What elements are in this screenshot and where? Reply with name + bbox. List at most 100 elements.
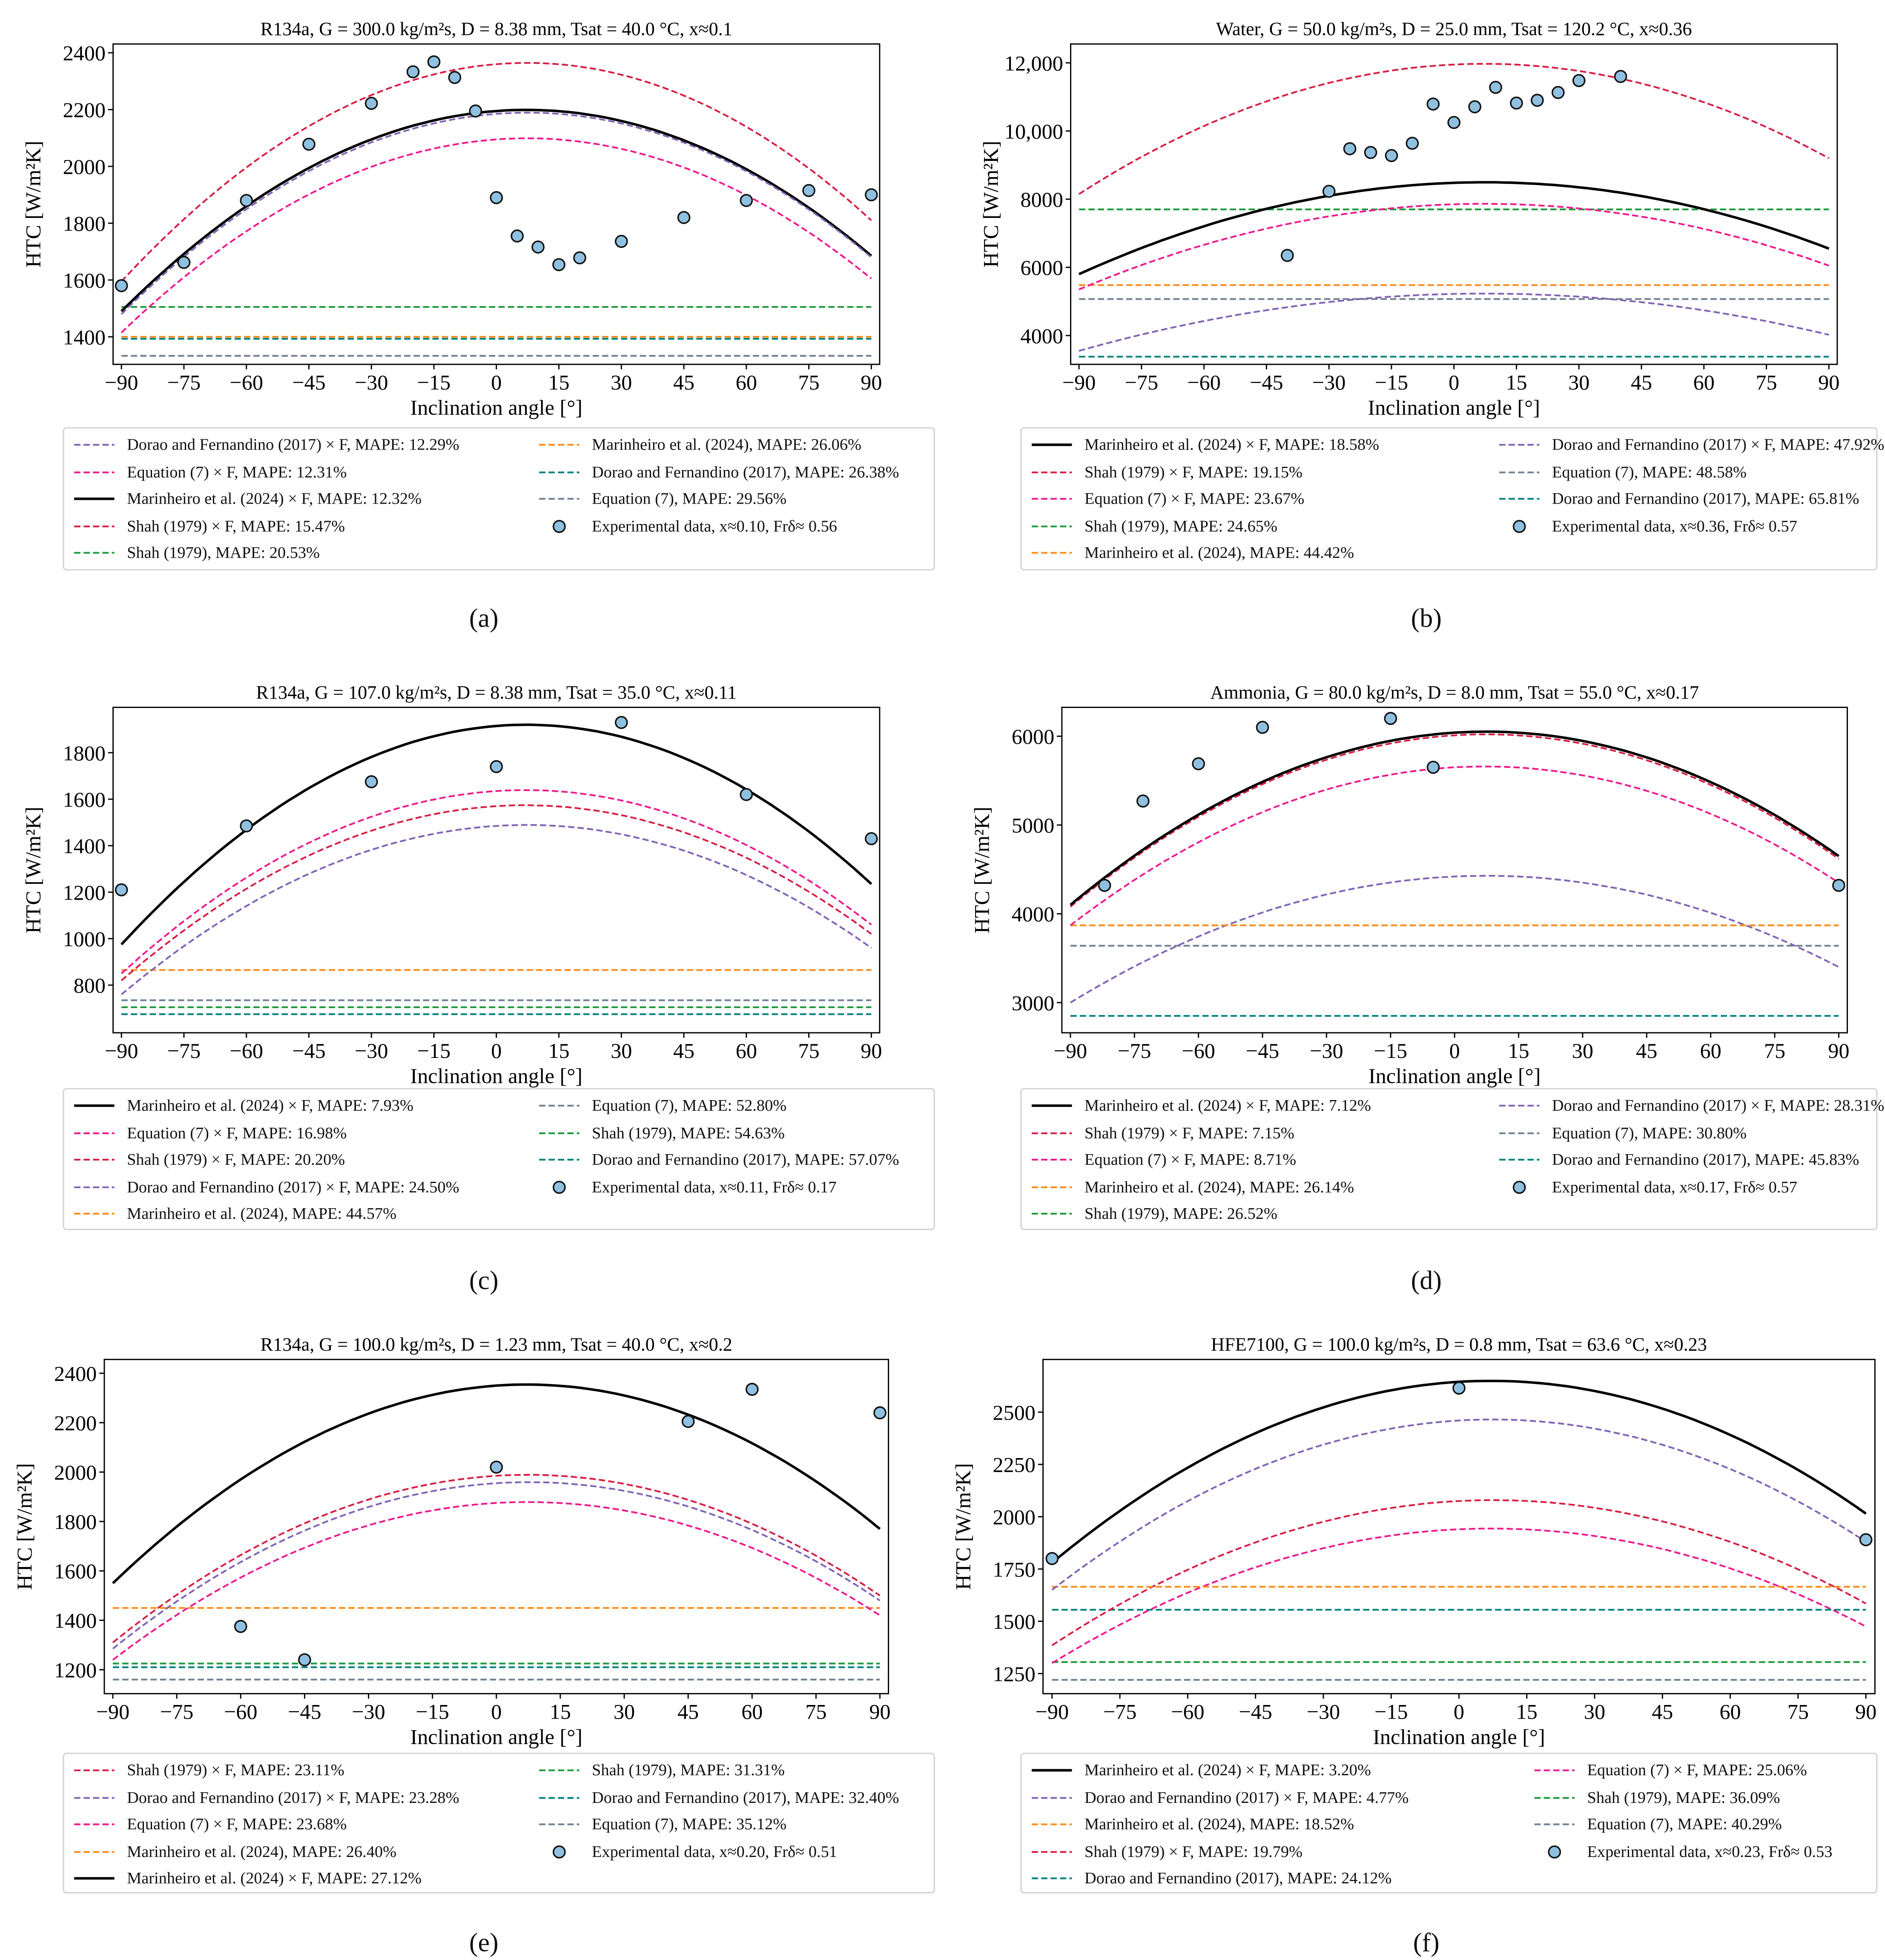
x-tick-label: −60 — [230, 1039, 263, 1063]
experimental-data-point — [1406, 137, 1419, 150]
x-tick-label: −30 — [1310, 1039, 1343, 1063]
y-axis-label: HTC [W/m²K] — [951, 1463, 975, 1590]
legend-line-icon — [1032, 471, 1072, 473]
legend-line-icon — [1499, 498, 1540, 500]
legend-line-icon — [1032, 1132, 1072, 1134]
x-axis-label: Inclination angle [°] — [1373, 1725, 1545, 1748]
legend-label: Shah (1979), MAPE: 54.63% — [592, 1122, 785, 1142]
legend-label: Equation (7), MAPE: 52.80% — [592, 1095, 787, 1115]
legend-line-icon — [1534, 1796, 1575, 1798]
x-tick-label: 60 — [741, 1699, 763, 1723]
legend-label: Marinheiro et al. (2024) × F, MAPE: 3.20… — [1084, 1760, 1371, 1779]
legend-line-icon — [1032, 498, 1072, 500]
x-tick-label: −45 — [292, 1039, 325, 1063]
series-group — [1070, 730, 1840, 1017]
legend-label: Equation (7), MAPE: 48.58% — [1552, 461, 1747, 481]
x-tick-label: −90 — [105, 370, 138, 394]
legend: Dorao and Fernandino (2017) × F, MAPE: 1… — [63, 427, 935, 570]
x-tick-label: 90 — [869, 1699, 890, 1723]
x-tick-label: −90 — [1036, 1699, 1069, 1723]
series-group — [1051, 1379, 1867, 1681]
chart-panel-b: Water, G = 50.0 kg/m²s, D = 25.0 mm, Tsa… — [978, 19, 1839, 419]
y-tick-label: 1250 — [993, 1662, 1036, 1686]
legend-label: Experimental data, x≈0.36, Frδ≈ 0.57 — [1552, 516, 1797, 535]
legend-line-icon — [74, 1850, 115, 1852]
y-tick-label: 12,000 — [1004, 51, 1063, 75]
legend-label: Shah (1979), MAPE: 31.31% — [592, 1760, 785, 1779]
x-tick-label: 0 — [491, 1039, 502, 1063]
legend-label: Equation (7), MAPE: 40.29% — [1587, 1814, 1782, 1833]
y-tick-label: 2000 — [54, 1461, 97, 1484]
series-line-0 — [112, 1474, 881, 1643]
series-line-5 — [1079, 292, 1829, 352]
experimental-data-point — [1364, 146, 1377, 159]
legend-line-icon — [1499, 1132, 1540, 1134]
x-tick-label: −75 — [1103, 1699, 1136, 1723]
experimental-data-point — [1045, 1552, 1059, 1565]
x-tick-label: 45 — [677, 1699, 699, 1723]
y-tick-label: 1750 — [993, 1557, 1036, 1581]
x-tick-label: 75 — [1756, 370, 1777, 394]
experimental-data-point — [1426, 97, 1440, 111]
x-axis-label: Inclination angle [°] — [1369, 1064, 1541, 1088]
x-tick-label: 60 — [1693, 370, 1715, 394]
legend-label: Marinheiro et al. (2024), MAPE: 44.57% — [127, 1204, 397, 1223]
legend-label: Marinheiro et al. (2024), MAPE: 18.52% — [1084, 1814, 1354, 1833]
y-tick-label: 1800 — [63, 212, 106, 235]
plot-frame — [103, 1358, 889, 1694]
y-tick-label: 1400 — [63, 325, 106, 349]
y-tick-label: 1400 — [63, 834, 106, 858]
x-tick-label: −60 — [1187, 370, 1220, 394]
legend-label: Marinheiro et al. (2024) × F, MAPE: 12.3… — [127, 489, 422, 508]
legend-line-icon — [1032, 1850, 1072, 1852]
experimental-data-point — [302, 138, 316, 151]
experimental-data-point — [573, 251, 586, 265]
legend-label: Marinheiro et al. (2024), MAPE: 26.40% — [127, 1841, 397, 1860]
experimental-data-point — [1551, 86, 1565, 99]
experimental-data-point — [240, 819, 253, 833]
legend-line-icon — [74, 1158, 115, 1161]
legend-line-icon — [1534, 1823, 1575, 1825]
chart-panel-d: Ammonia, G = 80.0 kg/m²s, D = 8.0 mm, Ts… — [970, 682, 1850, 1088]
experimental-data-point — [740, 194, 753, 207]
y-tick-label: 2400 — [63, 41, 106, 65]
chart-panel-e: R134a, G = 100.0 kg/m²s, D = 1.23 mm, Ts… — [12, 1334, 891, 1749]
x-tick-label: 0 — [1449, 1039, 1460, 1063]
legend-label: Shah (1979), MAPE: 20.53% — [127, 542, 320, 562]
x-tick-label: 45 — [1631, 370, 1652, 394]
x-axis-label: Inclination angle [°] — [410, 395, 582, 419]
experimental-data-point — [1192, 757, 1205, 771]
series-group — [121, 62, 872, 357]
experimental-data-point — [1136, 794, 1150, 808]
legend-label: Shah (1979), MAPE: 24.65% — [1084, 516, 1277, 535]
x-tick-label: −15 — [1374, 1699, 1408, 1723]
chart-panel-f: HFE7100, G = 100.0 kg/m²s, D = 0.8 mm, T… — [951, 1334, 1876, 1749]
series-line-1 — [121, 789, 872, 974]
experimental-data-point — [1614, 70, 1627, 83]
y-axis-label: HTC [W/m²K] — [970, 807, 994, 934]
y-tick-label: 1400 — [54, 1609, 97, 1633]
experimental-data-point — [234, 1620, 247, 1633]
legend-line-icon — [1032, 1796, 1072, 1798]
x-tick-label: −30 — [1312, 370, 1346, 394]
legend-label: Shah (1979) × F, MAPE: 20.20% — [127, 1149, 345, 1169]
y-axis-label: HTC [W/m²K] — [12, 1463, 36, 1590]
chart-title: Ammonia, G = 80.0 kg/m²s, D = 8.0 mm, Ts… — [1210, 682, 1699, 703]
experimental-data-point — [1385, 149, 1398, 162]
legend-label: Dorao and Fernandino (2017), MAPE: 57.07… — [592, 1149, 899, 1169]
x-tick-label: −45 — [292, 370, 325, 394]
chart-title: HFE7100, G = 100.0 kg/m²s, D = 0.8 mm, T… — [1211, 1334, 1707, 1355]
legend: Marinheiro et al. (2024) × F, MAPE: 7.12… — [1020, 1088, 1884, 1230]
chart-panel-c: R134a, G = 107.0 kg/m²s, D = 8.38 mm, Ts… — [21, 682, 882, 1088]
series-line-0 — [121, 112, 872, 315]
x-tick-label: 90 — [1828, 1039, 1849, 1063]
experimental-data-point — [552, 258, 565, 272]
x-tick-label: 75 — [1787, 1699, 1809, 1723]
x-tick-label: 30 — [614, 1699, 635, 1723]
x-tick-label: −90 — [1054, 1039, 1087, 1063]
legend-line-icon — [74, 444, 115, 446]
legend-line-icon — [539, 498, 580, 500]
legend-line-icon — [74, 1104, 115, 1107]
legend-label: Equation (7) × F, MAPE: 12.31% — [127, 461, 347, 481]
x-tick-label: 0 — [491, 370, 502, 394]
